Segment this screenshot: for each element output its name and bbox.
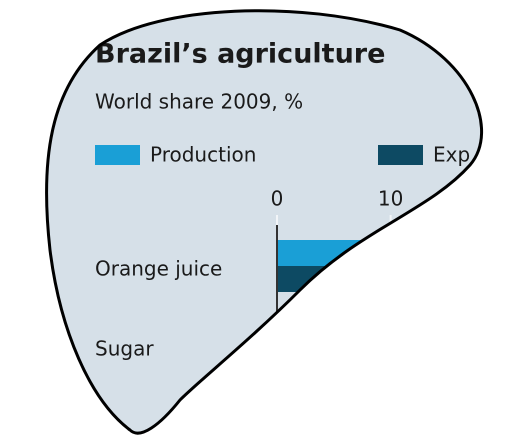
bar — [277, 266, 482, 292]
bar — [277, 240, 482, 266]
chart-title: Brazil’s agriculture — [95, 39, 385, 70]
category-label: Sugar — [95, 337, 154, 361]
legend-label: Exp — [433, 143, 470, 167]
legend-swatch — [378, 145, 423, 165]
legend-swatch — [95, 145, 140, 165]
x-tick-label: 0 — [271, 187, 284, 211]
legend-label: Production — [150, 143, 256, 167]
chart-subtitle: World share 2009, % — [95, 90, 303, 114]
lasso-outline — [45, 9, 484, 435]
bar — [277, 320, 482, 346]
bar — [277, 346, 482, 372]
x-tick-label: 10 — [378, 187, 403, 211]
category-label: Orange juice — [95, 257, 222, 281]
